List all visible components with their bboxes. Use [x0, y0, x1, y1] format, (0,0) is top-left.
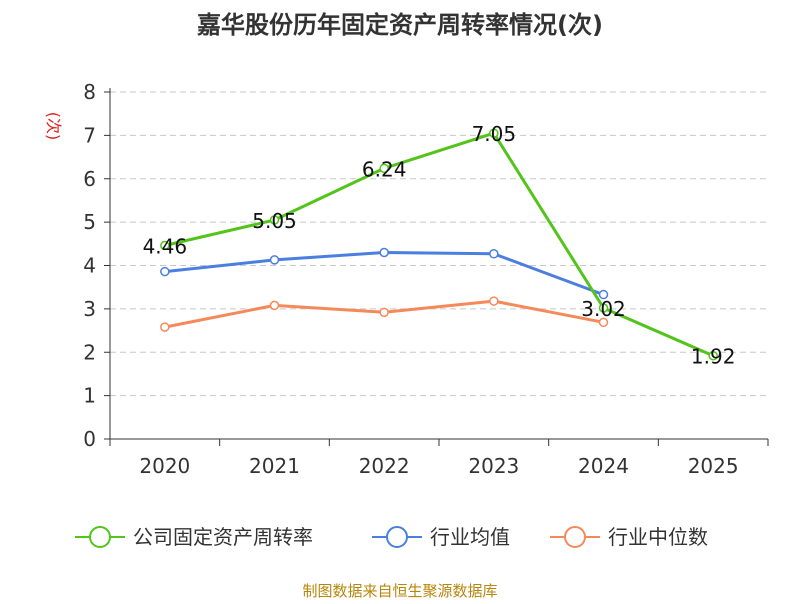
x-tick-label: 2021: [249, 454, 300, 478]
data-point[interactable]: [598, 289, 609, 300]
chart-title: 嘉华股份历年固定资产周转率情况(次): [197, 11, 603, 39]
y-axis-label: (次): [44, 112, 63, 141]
data-point[interactable]: [160, 240, 170, 251]
y-tick-label: 1: [83, 384, 96, 408]
data-label: 4.46: [143, 235, 188, 259]
data-labels: 4.46 5.05 6.24 7.05 3.02 1.92: [143, 122, 736, 369]
data-point[interactable]: [598, 303, 609, 313]
data-point[interactable]: [379, 307, 389, 318]
data-point[interactable]: [708, 350, 718, 361]
data-point[interactable]: [269, 300, 280, 311]
y-tick-label: 2: [83, 340, 96, 364]
data-point[interactable]: [489, 249, 499, 259]
x-tick-label: 2020: [139, 454, 190, 478]
x-tick-label: 2024: [578, 454, 629, 478]
data-label: 1.92: [691, 345, 736, 369]
y-tick-label: 7: [83, 123, 96, 147]
legend-label: 公司固定资产周转率: [133, 525, 313, 549]
data-label: 6.24: [362, 157, 407, 181]
data-point[interactable]: [269, 255, 280, 265]
data-label: 7.05: [472, 122, 517, 146]
x-tick-label: 2025: [688, 454, 739, 478]
data-point[interactable]: [269, 215, 280, 225]
data-point[interactable]: [160, 266, 170, 277]
source-note: 制图数据来自恒生聚源数据库: [302, 582, 497, 600]
axes: 0 1 2 3 4 5 6 7 8 2020 2021 2022 2023 2024 2025: [83, 80, 769, 478]
series-group: [160, 128, 718, 361]
legend-item[interactable]: 行业均值: [372, 525, 510, 549]
legend-item[interactable]: 公司固定资产周转率: [75, 525, 313, 549]
y-tick-label: 4: [83, 254, 96, 278]
data-point[interactable]: [379, 247, 389, 258]
y-tick-label: 5: [83, 210, 96, 234]
data-point[interactable]: [160, 322, 170, 332]
legend[interactable]: 公司固定资产周转率 行业均值 行业中位数: [75, 525, 708, 549]
y-tick-label: 3: [83, 297, 96, 321]
legend-swatch-marker: [564, 526, 586, 548]
x-tick-label: 2022: [359, 454, 410, 478]
series-line: [164, 131, 714, 358]
y-tick-label: 0: [83, 427, 96, 451]
legend-label: 行业均值: [430, 525, 510, 549]
data-point[interactable]: [489, 128, 499, 138]
legend-item[interactable]: 行业中位数: [550, 525, 708, 549]
x-tick-label: 2023: [468, 454, 519, 478]
series-line: [164, 251, 605, 297]
legend-label: 行业中位数: [608, 525, 708, 549]
data-point[interactable]: [598, 317, 609, 328]
data-label: 5.05: [252, 209, 297, 233]
y-tick-label: 8: [83, 80, 96, 104]
y-tick-label: 6: [83, 167, 96, 191]
grid-lines: [110, 91, 768, 397]
data-label: 3.02: [581, 297, 626, 321]
data-point[interactable]: [489, 296, 499, 306]
legend-swatch-marker: [386, 526, 408, 548]
data-point[interactable]: [379, 163, 389, 174]
legend-swatch-marker: [89, 526, 111, 548]
